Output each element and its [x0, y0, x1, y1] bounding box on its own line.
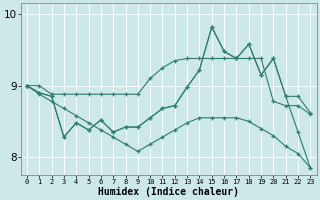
- X-axis label: Humidex (Indice chaleur): Humidex (Indice chaleur): [98, 186, 239, 197]
